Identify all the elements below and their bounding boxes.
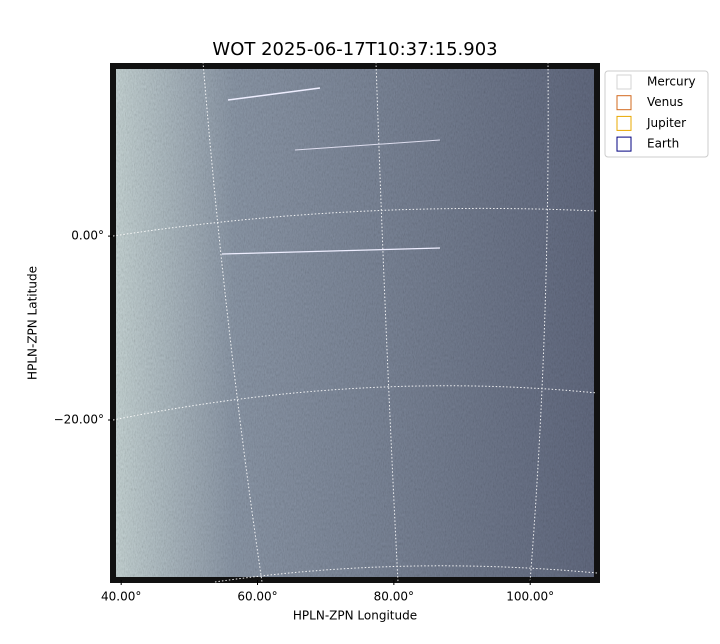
legend-swatch (616, 74, 632, 90)
chart-title: WOT 2025-06-17T10:37:15.903 (212, 39, 497, 60)
legend (604, 70, 709, 158)
x-tick-label: 80.00° (374, 590, 414, 604)
legend-swatch (616, 95, 632, 111)
x-tick-label: 60.00° (237, 590, 277, 604)
legend-swatch (616, 136, 632, 152)
y-tick-label: 0.00° (71, 229, 104, 243)
legend-label: Earth (647, 137, 679, 151)
y-tick-label: −20.00° (54, 413, 104, 427)
x-tick-label: 100.00° (506, 590, 554, 604)
y-axis-label: HPLN-ZPN Latitude (26, 266, 40, 380)
legend-label: Mercury (647, 75, 696, 89)
legend-label: Venus (647, 95, 683, 109)
legend-swatch (616, 115, 632, 131)
legend-label: Jupiter (646, 116, 686, 130)
x-tick-label: 40.00° (101, 590, 141, 604)
image (110, 61, 600, 583)
x-axis-label: HPLN-ZPN Longitude (293, 609, 417, 623)
